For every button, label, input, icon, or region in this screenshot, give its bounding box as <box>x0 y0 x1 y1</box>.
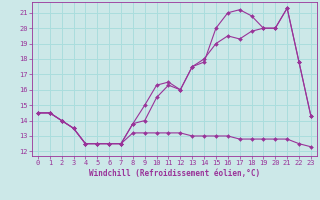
X-axis label: Windchill (Refroidissement éolien,°C): Windchill (Refroidissement éolien,°C) <box>89 169 260 178</box>
